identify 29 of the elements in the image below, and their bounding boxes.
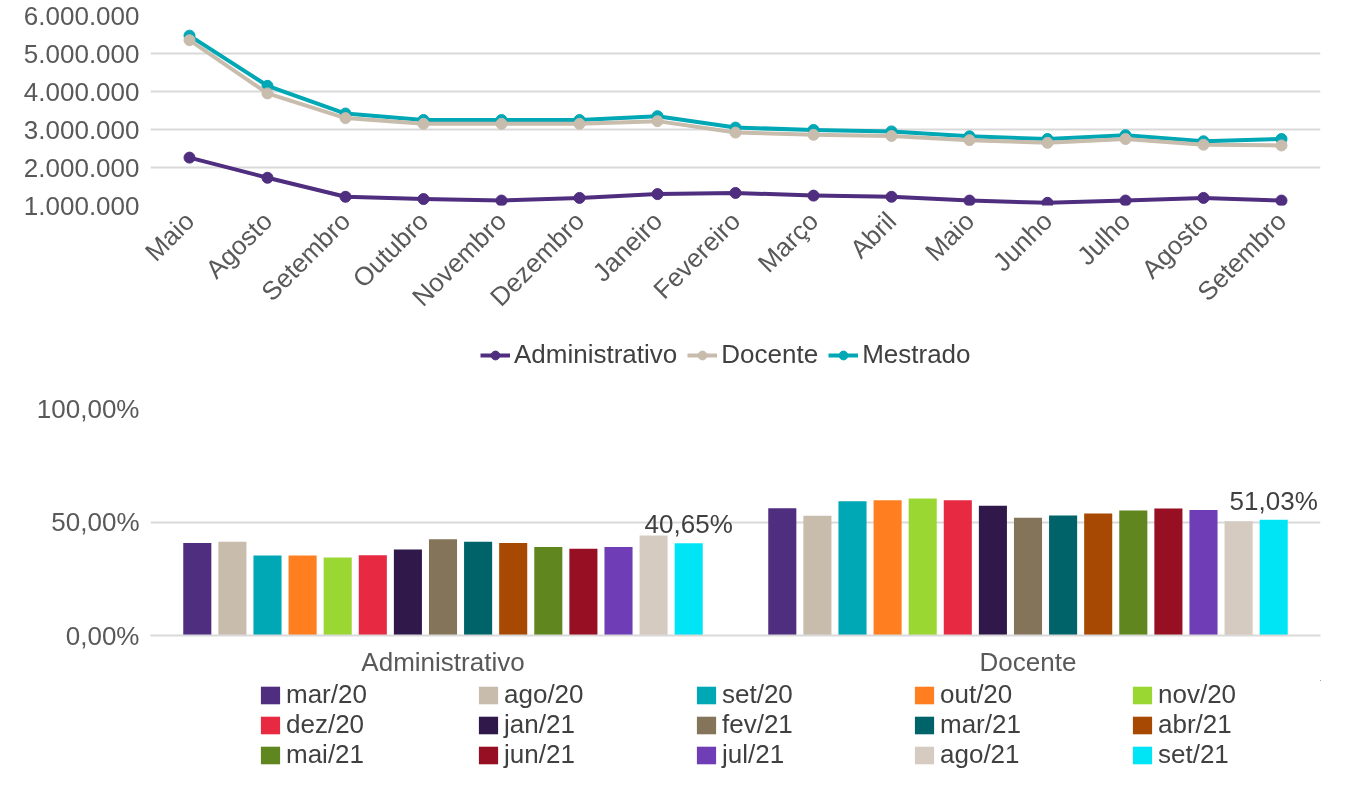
legend-label: set/20: [722, 679, 794, 710]
y-tick-label: 50,00%: [51, 507, 140, 537]
legend-label: mar/21: [940, 709, 1022, 740]
legend-label: jan/21: [504, 709, 576, 740]
legend-label: Administrativo: [514, 339, 678, 370]
legend-label: ago/21: [940, 739, 1021, 770]
y-tick-label: 1.000.000: [23, 190, 140, 221]
legend-label: ago/20: [504, 679, 585, 710]
legend-label: Docente: [721, 339, 819, 370]
y-tick-label: 2.000.000: [23, 152, 140, 183]
legend-label: jul/21: [722, 739, 786, 770]
data-label: 40,65%: [644, 509, 733, 540]
y-tick-label: 3.000.000: [23, 114, 140, 145]
legend-label: nov/20: [1158, 679, 1238, 710]
y-tick-label: 4.000.000: [23, 76, 140, 107]
legend-label: dez/20: [286, 709, 366, 740]
legend-label: jun/21: [504, 739, 576, 770]
legend-label: mar/20: [286, 679, 368, 710]
legend-label: mai/21: [286, 739, 366, 770]
legend-label: fev/21: [722, 709, 794, 740]
y-tick-label: 100,00%: [36, 393, 140, 424]
legend-label: Mestrado: [862, 339, 971, 370]
y-tick-label: 0,00%: [65, 620, 140, 651]
y-tick-label: 5.000.000: [23, 38, 140, 69]
data-label: 51,03%: [1229, 485, 1318, 516]
y-tick-label: 6.000.000: [23, 0, 140, 31]
legend-label: set/21: [1158, 739, 1230, 770]
legend-label: abr/21: [1158, 709, 1233, 740]
legend-label: out/20: [940, 679, 1014, 710]
